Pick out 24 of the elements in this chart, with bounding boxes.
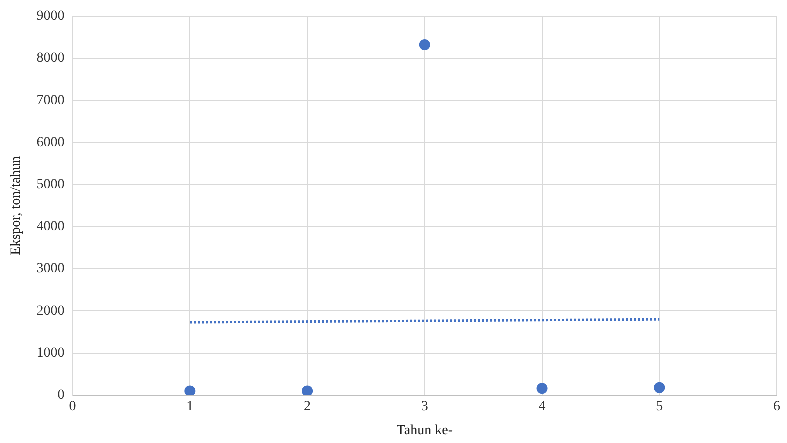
x-tick-label: 3: [421, 399, 428, 414]
point: [654, 382, 666, 394]
y-tick-label: 1000: [36, 346, 65, 361]
x-tick-label: 6: [774, 399, 780, 414]
point: [302, 386, 314, 396]
y-tick-label: 3000: [36, 262, 65, 277]
y-tick-label: 7000: [36, 93, 65, 108]
x-axis-title: Tahun ke-: [396, 423, 454, 438]
y-axis-title: Ekspor, ton/tahun: [9, 156, 24, 256]
y-tick-label: 5000: [36, 178, 65, 193]
y-tick-label: 4000: [36, 220, 65, 235]
y-tick-label: 6000: [36, 135, 65, 150]
x-tick-label: 1: [186, 399, 194, 414]
x-tick-label: 2: [304, 399, 312, 414]
point: [419, 40, 430, 51]
x-tick-label: 5: [656, 399, 664, 414]
y-tick-label: 0: [58, 388, 65, 404]
x-tick-label: 4: [538, 399, 546, 414]
point: [184, 386, 196, 396]
x-tick-label: 0: [69, 399, 76, 414]
y-tick-label: 8000: [36, 51, 65, 66]
y-tick-label: 9000: [36, 9, 65, 24]
y-tick-label: 2000: [36, 304, 65, 319]
point: [536, 383, 548, 394]
